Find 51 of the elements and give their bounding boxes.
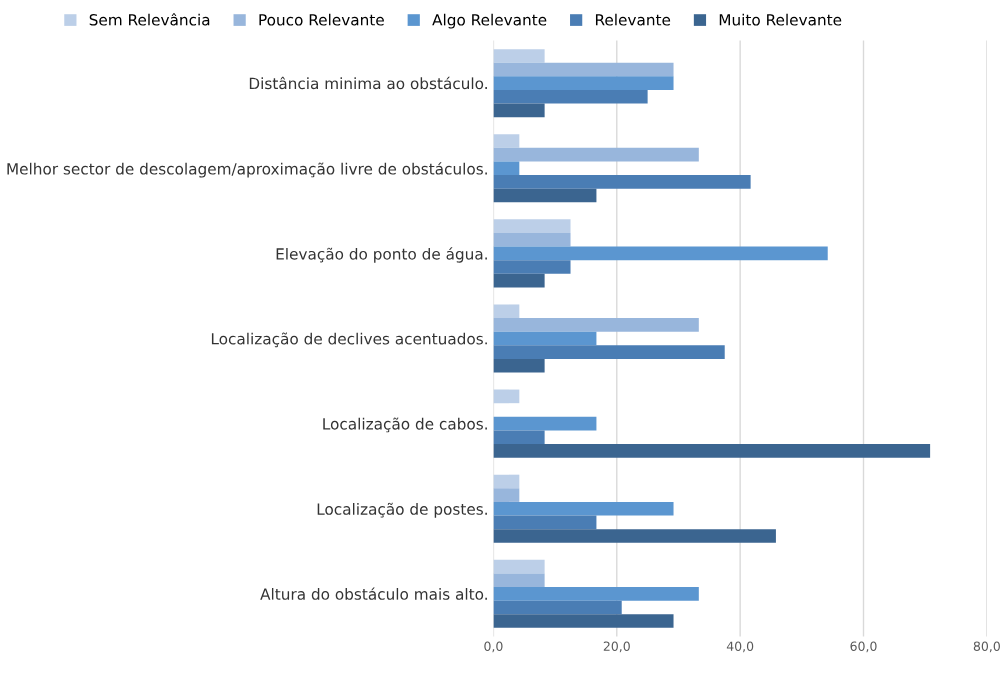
bar [493, 175, 751, 189]
bar [493, 444, 931, 458]
bar [493, 416, 597, 431]
bar [493, 147, 699, 162]
bar [493, 219, 571, 233]
bar [493, 49, 545, 63]
x-tick-label: 60,0 [850, 641, 877, 653]
bar [493, 260, 571, 274]
bar [493, 345, 725, 359]
bar [493, 501, 674, 516]
bar [493, 318, 699, 332]
bar [493, 389, 520, 404]
x-tick-label: 40,0 [726, 641, 754, 653]
bar [493, 161, 520, 176]
bar [493, 488, 520, 502]
bar [493, 232, 571, 247]
legend-label: Pouco Relevante [259, 13, 384, 26]
y-tick-label: Localização de cabos. [323, 417, 487, 433]
bar [493, 331, 597, 346]
bar [493, 103, 545, 118]
legend-label: Muito Relevante [719, 13, 842, 26]
bar [493, 474, 520, 489]
bar [493, 76, 674, 90]
x-tick-label: 80,0 [973, 641, 1000, 653]
bar [493, 600, 622, 615]
bar [493, 559, 545, 574]
bar [493, 587, 699, 601]
legend-label: Algo Relevante [432, 13, 547, 29]
bar [493, 304, 520, 319]
legend-label: Sem Relevância [89, 13, 210, 26]
bar [493, 573, 545, 588]
bar [493, 134, 520, 148]
x-tick-label: 0,0 [484, 641, 503, 653]
bar [493, 89, 648, 104]
y-tick-label: Altura do obstáculo mais alto. [260, 587, 487, 600]
x-tick-label: 20,0 [603, 641, 630, 653]
y-tick-label: Localização de declives acentuados. [211, 332, 487, 348]
bar [493, 188, 597, 203]
bar [493, 62, 674, 77]
legend-label: Relevante [595, 13, 671, 26]
bar [493, 614, 674, 628]
y-tick-label: Distância minima ao obstáculo. [249, 76, 487, 90]
bar [493, 246, 828, 261]
bar [493, 515, 597, 530]
y-tick-label: Elevação do ponto de água. [276, 247, 487, 263]
bar [493, 358, 545, 373]
bar [493, 430, 545, 445]
bar [493, 273, 545, 288]
y-tick-label: Melhor sector de descolagem/aproximação livre de obstáculos. [7, 162, 487, 178]
y-tick-label: Localização de postes. [317, 502, 487, 518]
bar [493, 529, 776, 543]
